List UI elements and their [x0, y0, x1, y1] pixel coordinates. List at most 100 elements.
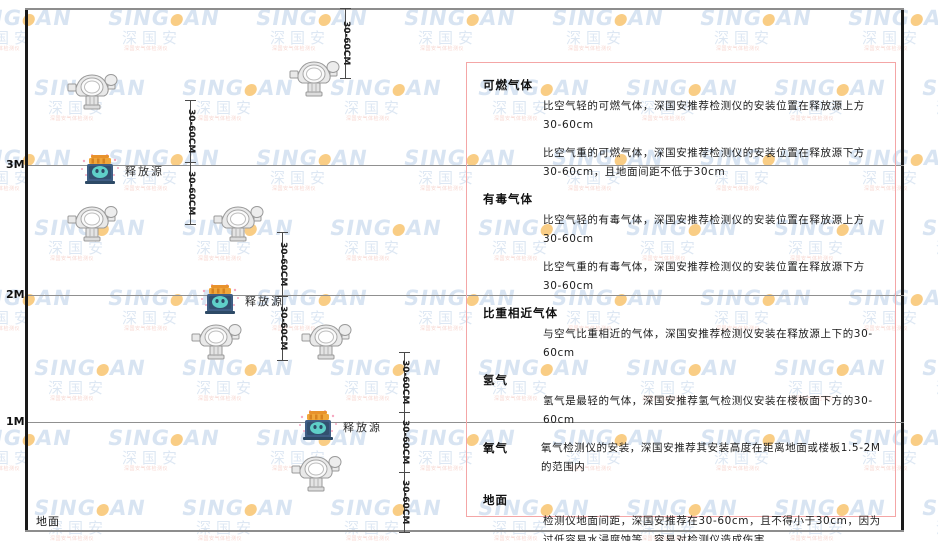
level-label-2m: 2M: [6, 288, 25, 301]
watermark-brand-cn: 深国安: [862, 29, 923, 47]
watermark-brand-sub: 深国安气体检测仪: [198, 536, 243, 541]
floor-line: [25, 530, 904, 532]
watermark-brand-cn: 深国安: [0, 449, 35, 467]
watermark-brand-cn: 深国安: [270, 29, 331, 47]
vertical-axis-left: [25, 8, 28, 532]
watermark-brand-cn: 深国安: [122, 29, 183, 47]
ceiling-line: [25, 8, 904, 10]
dimension-tick: [340, 78, 351, 79]
watermark-brand-sub: 深国安气体检测仪: [198, 116, 243, 122]
release-source-icon: [201, 284, 239, 314]
dim-chain-top: 30-60CM: [340, 8, 351, 79]
watermark-brand-sub: 深国安气体检测仪: [50, 396, 95, 402]
watermark-brand-cn: 深国安: [0, 169, 35, 187]
watermark-dot-icon: [909, 434, 924, 446]
watermark-brand-cn: 深国安: [344, 99, 405, 117]
detector-top-center: [288, 55, 340, 104]
watermark-dot-icon: [613, 14, 628, 26]
panel-section-paragraph: 氧气检测仪的安装，深国安推荐其安装高度在距离地面或楼板1.5-2M的范围内: [541, 442, 881, 473]
watermark-brand-sub: 深国安气体检测仪: [0, 186, 21, 192]
watermark-brand-sub: 深国安气体检测仪: [124, 186, 169, 192]
gas-detector-icon: [291, 456, 342, 492]
detector-below-2m: [190, 318, 242, 367]
dimension-line: [345, 8, 346, 78]
watermark-brand-cn: 深国安: [566, 29, 627, 47]
dim-chain-right: 30-60CM 30-60CM 30-60CM: [399, 352, 410, 533]
watermark-brand-sub: 深国安气体检测仪: [50, 256, 95, 262]
release-source-icon: [81, 154, 119, 184]
watermark-brand-cn: 深国安: [270, 169, 331, 187]
watermark-brand-sub: 深国安气体检测仪: [0, 46, 21, 52]
watermark-brand-sub: 深国安气体检测仪: [124, 46, 169, 52]
dimension-label: 30-60CM: [400, 480, 410, 525]
watermark-brand-cn: 深国安: [344, 239, 405, 257]
watermark-dot-icon: [465, 14, 480, 26]
watermark-brand-sub: 深国安气体检测仪: [198, 396, 243, 402]
panel-section-title: 有毒气体: [483, 192, 533, 206]
watermark-brand-sub: 深国安气体检测仪: [272, 46, 317, 52]
watermark-brand-sub: 深国安气体检测仪: [346, 116, 391, 122]
gas-detector-icon: [301, 324, 352, 360]
ground-label: 地面: [36, 515, 60, 528]
panel-section-paragraph: 比空气轻的可燃气体，深国安推荐检测仪的安装位置在释放源上方30-60cm: [543, 100, 865, 131]
dimension-tick: [399, 472, 410, 473]
watermark-brand-sub: 深国安气体检测仪: [346, 536, 391, 541]
dimension-label: 30-60CM: [278, 242, 288, 287]
watermark-brand-cn: 深国安: [122, 449, 183, 467]
dimension-label: 30-60CM: [186, 171, 196, 216]
gas-detector-icon: [191, 324, 242, 360]
watermark-dot-icon: [95, 364, 110, 376]
info-panel: 可燃气体 比空气轻的可燃气体，深国安推荐检测仪的安装位置在释放源上方30-60cm…: [466, 62, 896, 541]
dimension-tick: [340, 8, 351, 9]
panel-section-paragraph: 与空气比重相近的气体，深国安推荐检测仪安装在释放源上下的30-60cm: [543, 328, 873, 359]
watermark-brand-sub: 深国安气体检测仪: [716, 46, 761, 52]
panel-section-paragraph: 比空气重的有毒气体，深国安推荐检测仪的安装位置在释放源下方30-60cm: [543, 261, 865, 292]
panel-section-paragraph: 氢气是最轻的气体，深国安推荐氢气检测仪安装在楼板面下方的30-60cm: [543, 395, 873, 426]
release-source-3m: [80, 152, 120, 191]
watermark-brand-cn: 深国安: [196, 519, 257, 537]
watermark-brand-cn: 深国安: [0, 29, 35, 47]
dim-chain-mid: 30-60CM 30-60CM: [277, 232, 288, 361]
detector-below-3m: [66, 200, 118, 249]
watermark-dot-icon: [391, 224, 406, 236]
watermark-dot-icon: [243, 84, 258, 96]
panel-section-similar-density-gas: 比重相近气体 与空气比重相近的气体，深国安推荐检测仪安装在释放源上下的30-60c…: [483, 305, 883, 363]
gas-detector-icon: [67, 206, 118, 242]
watermark-brand-cn: 深国安: [0, 309, 35, 327]
dimension-tick: [277, 296, 288, 297]
detector-below-2m-right: [300, 318, 352, 367]
watermark-dot-icon: [909, 14, 924, 26]
dimension-label: 30-60CM: [186, 109, 196, 154]
watermark-brand-sub: 深国安气体检测仪: [346, 256, 391, 262]
watermark-dot-icon: [21, 434, 36, 446]
panel-section-paragraph: 比空气重的可燃气体，深国安推荐检测仪的安装位置在释放源下方30-60cm，且地面…: [543, 147, 865, 178]
watermark-dot-icon: [243, 364, 258, 376]
release-source-icon: [299, 410, 337, 440]
watermark-dot-icon: [243, 504, 258, 516]
dimension-line: [404, 352, 405, 532]
panel-section-paragraph: 检测仪地面间距，深国安推荐在30-60cm，且不得小于30cm，因为过低容易水浸…: [543, 515, 881, 541]
watermark-dot-icon: [317, 14, 332, 26]
